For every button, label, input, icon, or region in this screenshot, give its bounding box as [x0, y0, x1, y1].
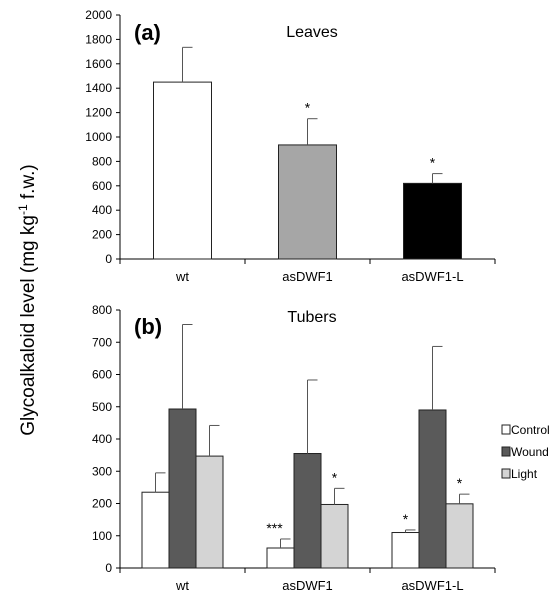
- y-tick-label: 800: [92, 154, 112, 168]
- y-tick-label: 0: [105, 561, 112, 575]
- bar: [278, 144, 337, 260]
- legend: Control Wound Light: [501, 423, 550, 481]
- y-tick-label: 200: [92, 497, 112, 511]
- y-tick-label: 700: [92, 335, 112, 349]
- x-tick-label: asDWF1: [282, 269, 333, 284]
- y-tick-label: 1400: [85, 81, 112, 95]
- bar: [153, 81, 212, 260]
- y-tick-label: 1000: [85, 130, 112, 144]
- bar: [320, 503, 349, 569]
- legend-label: Wound: [511, 445, 549, 459]
- significance-label: ***: [266, 520, 283, 536]
- legend-swatch: [501, 446, 511, 457]
- legend-label: Light: [511, 467, 538, 481]
- y-tick-label: 800: [92, 303, 112, 317]
- y-tick-label: 100: [92, 529, 112, 543]
- y-tick-label: 1800: [85, 32, 112, 46]
- significance-label: *: [332, 469, 338, 485]
- x-tick-label: wt: [175, 578, 189, 593]
- y-tick-label: 400: [92, 203, 112, 217]
- y-tick-label: 400: [92, 432, 112, 446]
- y-axis-label: Glycoalkaloid level (mg kg-1 f.w.): [16, 164, 39, 436]
- panel-a-leaves-chart: (a) Leaves 0 200 400 600 800 1000 1200 1400 1600…: [85, 8, 496, 284]
- panel-b-label: (b): [134, 314, 162, 339]
- panel-a-title: Leaves: [286, 24, 338, 41]
- significance-label: *: [403, 511, 409, 527]
- legend-swatch: [501, 424, 511, 435]
- y-tick-label: 2000: [85, 8, 112, 22]
- bar: [418, 409, 447, 569]
- bar: [168, 408, 197, 569]
- x-tick-label: asDWF1: [282, 578, 333, 593]
- bar: [293, 453, 322, 569]
- x-tick-label: wt: [175, 269, 189, 284]
- significance-label: *: [457, 475, 463, 491]
- bar: [391, 532, 420, 569]
- bar: [403, 182, 462, 260]
- y-tick-label: 1600: [85, 57, 112, 71]
- y-tick-label: 200: [92, 228, 112, 242]
- panel-b-title: Tubers: [287, 309, 336, 326]
- bar: [195, 455, 224, 569]
- significance-label: *: [305, 100, 311, 116]
- legend-swatch: [501, 468, 511, 479]
- panel-b-tubers-chart: (b) Tubers 0 100 200 300 400 500 600 700 800 wt as…: [92, 303, 496, 593]
- y-tick-label: 0: [105, 252, 112, 266]
- significance-label: *: [430, 155, 436, 171]
- panel-a-label: (a): [134, 20, 161, 45]
- y-tick-label: 1200: [85, 106, 112, 120]
- bar: [141, 491, 170, 569]
- bar: [445, 503, 474, 569]
- y-tick-label: 600: [92, 368, 112, 382]
- y-tick-label: 300: [92, 464, 112, 478]
- legend-label: Control: [511, 423, 550, 437]
- x-tick-label: asDWF1-L: [401, 578, 463, 593]
- y-tick-label: 500: [92, 400, 112, 414]
- x-tick-label: asDWF1-L: [401, 269, 463, 284]
- bar: [266, 547, 295, 569]
- y-tick-label: 600: [92, 179, 112, 193]
